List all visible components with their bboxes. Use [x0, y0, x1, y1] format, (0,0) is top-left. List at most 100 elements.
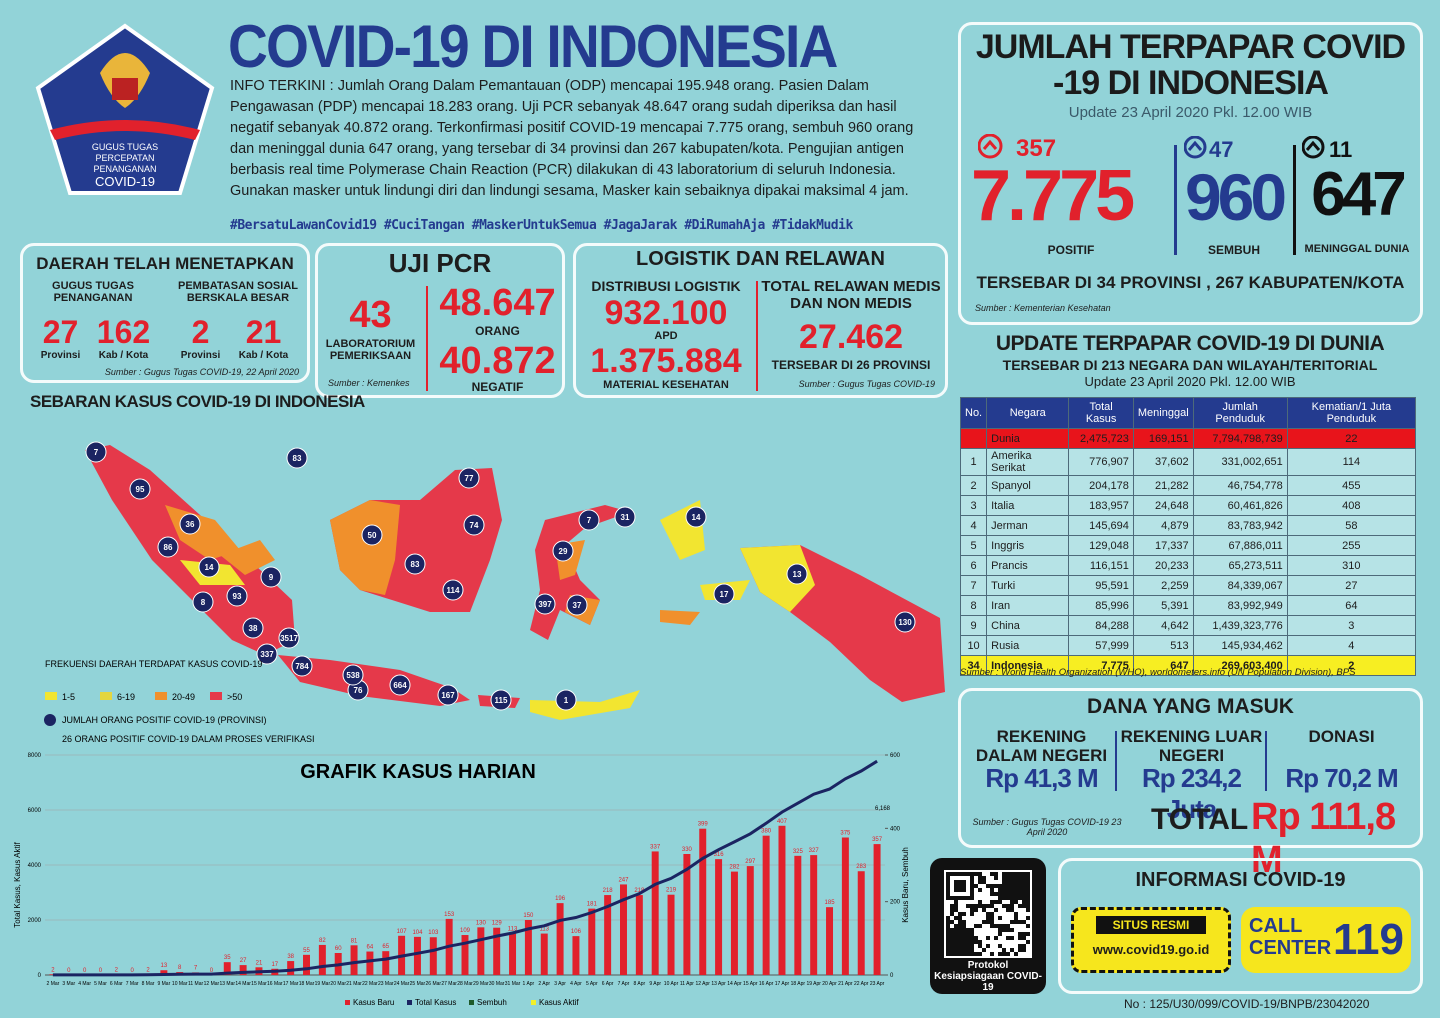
table-row: Dunia 2,475,723 169,151 7,794,798,739 22 — [959, 428, 1417, 449]
box-title: LOGISTIK DAN RELAWAN — [636, 248, 885, 270]
qr-module — [1022, 896, 1026, 900]
value-label: 185 — [825, 900, 836, 906]
qr-module — [1010, 920, 1014, 924]
table-cell: 2 — [959, 475, 988, 496]
qr-module — [1026, 892, 1030, 896]
value-label: 247 — [618, 877, 629, 883]
value-label: 109 — [460, 928, 471, 934]
bar — [366, 951, 374, 975]
qr-module — [950, 896, 954, 900]
marker-label: 37 — [573, 601, 582, 610]
marker-label: 167 — [441, 691, 455, 700]
table-cell: Iran — [986, 595, 1070, 616]
qr-module — [1010, 876, 1014, 880]
qr-module — [974, 936, 978, 940]
value-label: 218 — [603, 888, 614, 894]
qr-module — [1010, 900, 1014, 904]
qr-module — [962, 948, 966, 952]
legend-label: 20-49 — [172, 692, 195, 702]
call-box[interactable]: CALL CENTER 119 — [1241, 907, 1411, 973]
x-tick-label: 8 Apr — [633, 981, 645, 987]
qr-module — [954, 928, 958, 932]
bar — [762, 835, 770, 975]
legend-swatch — [45, 692, 57, 700]
qr-module — [950, 908, 954, 912]
qr-module — [1022, 944, 1026, 948]
x-tick-label: 1 Apr — [523, 981, 535, 987]
bar — [635, 895, 643, 975]
qr-module — [998, 888, 1002, 892]
value-label: 104 — [412, 930, 423, 936]
qr-module — [958, 888, 962, 892]
qr-module — [962, 936, 966, 940]
table-cell: 58 — [1286, 515, 1417, 536]
qr-module — [1026, 908, 1030, 912]
qr-module — [970, 912, 974, 916]
doc-number: No : 125/U30/099/COVID-19/BNPB/23042020 — [1124, 997, 1370, 1011]
fund-value: Rp 41,3 M — [985, 763, 1098, 793]
icon — [1302, 136, 1325, 159]
x-tick-label: 11 Mar — [188, 981, 204, 987]
qr-module — [1002, 952, 1006, 956]
qr-module — [1006, 880, 1010, 884]
bar — [873, 844, 881, 975]
qr-module — [950, 872, 954, 876]
table-row: 4 Jerman 145,694 4,879 83,783,942 58 — [959, 515, 1417, 536]
call-number[interactable]: 119 — [1333, 915, 1404, 964]
value-label: 65 — [382, 944, 389, 950]
qr-module — [1026, 896, 1030, 900]
table-cell: 4,879 — [1132, 515, 1194, 536]
table-cell: 116,151 — [1068, 555, 1134, 576]
qr-module — [994, 872, 998, 876]
x-tick-label: 14 Apr — [727, 981, 742, 987]
value-label: 0 — [210, 968, 214, 974]
table-cell: 129,048 — [1068, 535, 1134, 556]
marker-label: 538 — [346, 671, 360, 680]
value: 162 — [96, 314, 151, 350]
qr-module — [1002, 888, 1006, 892]
value: 647 — [1311, 160, 1406, 229]
marker-label: 9 — [269, 573, 274, 582]
marker-label: 17 — [720, 590, 729, 599]
bar — [651, 851, 659, 975]
qr-module — [962, 928, 966, 932]
legend-title: FREKUENSI DAERAH TERDAPAT KASUS COVID-19 — [45, 659, 262, 669]
marker-label: 130 — [898, 618, 912, 627]
x-tick-label: 12 Apr — [696, 981, 711, 987]
table-cell: 7,775 — [1068, 655, 1134, 676]
bar — [413, 936, 421, 975]
qr-module — [978, 872, 982, 876]
y-tick-label: 4000 — [28, 863, 42, 869]
table-cell: 114 — [1286, 448, 1417, 476]
marker — [286, 447, 308, 469]
qr-module — [990, 912, 994, 916]
qr-module — [970, 944, 974, 948]
qr-module — [962, 920, 966, 924]
table-row: 8 Iran 85,996 5,391 83,992,949 64 — [959, 595, 1417, 616]
marker-label: 8 — [201, 598, 206, 607]
table-cell: 67,886,011 — [1192, 535, 1288, 556]
y-tick-label: 0 — [38, 973, 42, 979]
marker — [129, 478, 151, 500]
marker — [260, 566, 282, 588]
qr-module — [1006, 892, 1010, 896]
website-box[interactable]: SITUS RESMI www.covid19.go.id — [1071, 907, 1231, 973]
x-tick-label: 3 Mar — [62, 981, 75, 987]
value-label: 130 — [476, 920, 487, 926]
chart-title: GRAFIK KASUS HARIAN — [300, 761, 536, 783]
qr-module — [1014, 952, 1018, 956]
qr-module — [1026, 916, 1030, 920]
table-cell: 24,648 — [1132, 495, 1194, 516]
table-cell: 4 — [959, 515, 988, 536]
y-tick-label: 6000 — [28, 808, 42, 814]
table-header-cell: Meninggal — [1132, 397, 1194, 429]
table-header-cell: No. — [959, 397, 988, 429]
value: 21 — [245, 314, 282, 350]
qr-module — [970, 876, 974, 880]
table-cell: 2 — [1286, 655, 1417, 676]
x-tick-label: 31 Mar — [505, 981, 521, 987]
website[interactable]: www.covid19.go.id — [1092, 942, 1210, 957]
table-cell: 310 — [1286, 555, 1417, 576]
marker — [361, 524, 383, 546]
bar — [715, 859, 723, 975]
